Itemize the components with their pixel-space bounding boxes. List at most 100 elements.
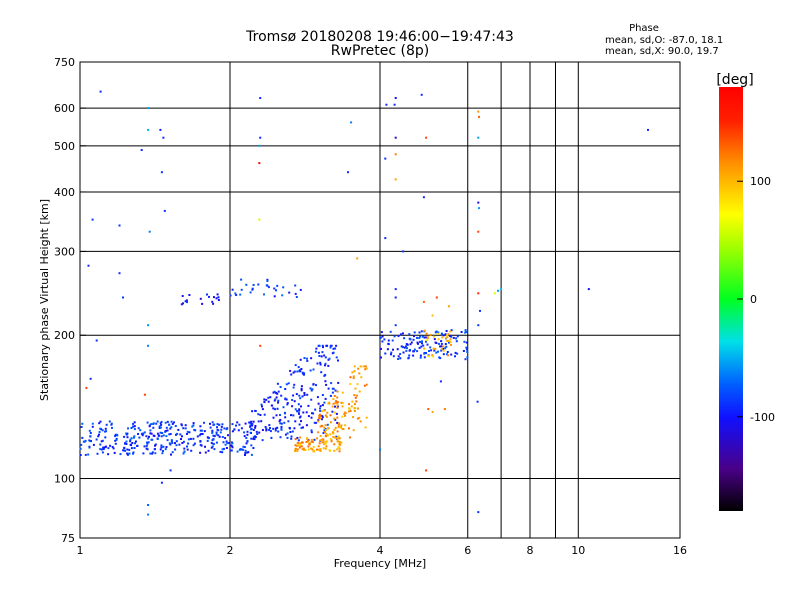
data-point <box>326 423 329 426</box>
data-point <box>216 426 218 429</box>
data-point <box>324 380 327 383</box>
data-point <box>173 421 175 424</box>
data-point <box>252 420 255 423</box>
data-point <box>102 446 105 449</box>
data-point <box>307 439 310 442</box>
data-point <box>213 448 216 451</box>
x-axis-label: Frequency [MHz] <box>334 557 426 570</box>
data-point <box>291 399 294 401</box>
data-point <box>311 412 313 415</box>
data-point <box>244 422 247 425</box>
data-point <box>275 289 277 292</box>
data-point <box>289 431 292 433</box>
data-point <box>259 136 262 139</box>
data-point <box>89 377 92 380</box>
data-point <box>380 356 382 359</box>
data-point <box>245 437 248 439</box>
data-point <box>587 288 590 291</box>
data-point <box>391 339 394 342</box>
data-point <box>300 387 303 390</box>
data-point <box>316 362 319 365</box>
data-point <box>300 445 303 448</box>
data-point <box>452 336 455 339</box>
data-point <box>101 451 104 454</box>
data-point <box>357 367 360 370</box>
data-point <box>254 409 257 412</box>
data-point <box>182 452 185 455</box>
data-point <box>246 433 249 436</box>
data-point <box>272 391 275 394</box>
data-point <box>298 423 301 426</box>
data-point <box>290 373 293 376</box>
data-point <box>125 440 128 443</box>
data-point <box>213 435 216 438</box>
data-point <box>286 403 289 406</box>
data-point <box>434 341 437 344</box>
data-point <box>268 424 271 427</box>
data-point <box>105 423 108 426</box>
data-point <box>394 288 397 291</box>
data-point <box>454 355 456 358</box>
y-tick-label: 600 <box>54 102 75 115</box>
data-point <box>184 424 187 427</box>
data-point <box>354 387 357 390</box>
data-point <box>133 428 136 431</box>
data-point <box>156 438 159 440</box>
data-point <box>333 411 336 414</box>
data-point <box>307 445 310 448</box>
data-point <box>257 420 260 423</box>
data-point <box>206 293 208 296</box>
data-point <box>209 426 212 429</box>
data-point <box>216 428 219 431</box>
data-point <box>186 448 189 451</box>
data-point <box>335 412 338 415</box>
data-point <box>364 368 367 371</box>
data-point <box>392 355 395 358</box>
data-point <box>332 398 335 400</box>
data-point <box>180 423 183 426</box>
colorbar-tick-label: 0 <box>750 293 757 306</box>
data-point <box>124 442 127 445</box>
data-point <box>336 416 339 419</box>
data-point <box>91 425 94 428</box>
data-point <box>133 421 136 424</box>
data-point <box>211 431 214 434</box>
data-point <box>199 429 202 432</box>
data-point <box>131 442 134 444</box>
data-point <box>379 336 382 339</box>
data-point <box>351 371 354 374</box>
data-point <box>160 171 163 174</box>
data-point <box>153 435 156 437</box>
data-point <box>143 445 146 448</box>
data-point <box>280 428 283 431</box>
data-point <box>154 452 157 455</box>
data-point <box>280 394 283 397</box>
data-point <box>210 442 213 445</box>
data-point <box>261 408 264 411</box>
data-point <box>208 436 210 439</box>
data-point <box>166 439 169 442</box>
data-point <box>213 296 215 299</box>
data-point <box>280 425 283 428</box>
data-point <box>276 407 279 410</box>
data-point <box>447 339 450 342</box>
data-point <box>309 387 312 390</box>
data-point <box>449 341 452 344</box>
data-point <box>96 452 99 455</box>
data-point <box>306 357 308 360</box>
phase-stats-o: mean, sd,O: -87.0, 18.1 <box>605 35 723 46</box>
data-point <box>305 424 308 427</box>
data-point <box>349 436 351 439</box>
data-point <box>312 412 315 415</box>
data-point <box>340 401 343 404</box>
data-point <box>246 430 249 433</box>
data-point <box>248 421 251 424</box>
data-point <box>419 335 422 338</box>
data-point <box>108 420 111 423</box>
data-point <box>182 302 184 305</box>
data-point <box>326 411 329 414</box>
data-point <box>159 422 162 425</box>
data-point <box>161 432 164 434</box>
data-point <box>425 352 427 355</box>
data-point <box>449 338 452 341</box>
